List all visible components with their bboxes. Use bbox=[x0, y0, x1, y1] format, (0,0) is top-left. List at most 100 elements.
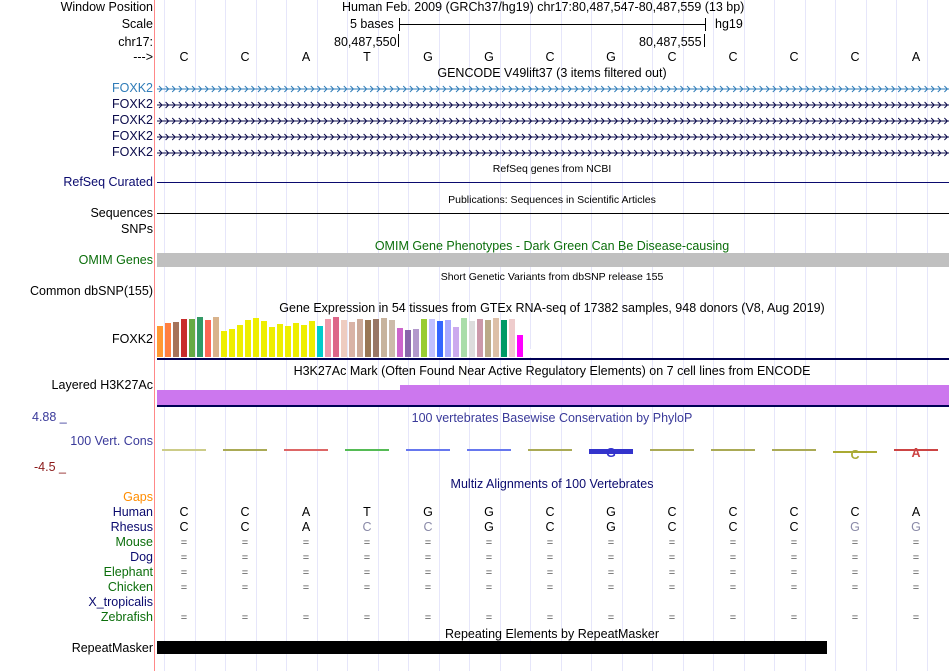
gtex-tissue-bar[interactable] bbox=[157, 326, 163, 357]
repeatmasker-track-title[interactable]: Repeating Elements by RepeatMasker bbox=[444, 627, 660, 641]
conservation-mark[interactable] bbox=[650, 449, 694, 451]
gtex-tissue-bar[interactable] bbox=[429, 319, 435, 357]
conservation-mark[interactable] bbox=[833, 451, 877, 453]
gtex-tissue-bar[interactable] bbox=[341, 320, 347, 357]
gtex-tissue-bar[interactable] bbox=[189, 319, 195, 357]
gencode-gene-label[interactable]: FOXK2 bbox=[112, 97, 153, 111]
publications-label[interactable]: Sequences bbox=[90, 206, 153, 220]
species-label[interactable]: X_tropicalis bbox=[88, 595, 153, 609]
gencode-gene-label[interactable]: FOXK2 bbox=[112, 81, 153, 95]
gencode-transcript[interactable] bbox=[157, 132, 949, 142]
species-label[interactable]: Human bbox=[112, 505, 153, 519]
h3k27ac-signal-high[interactable] bbox=[400, 385, 949, 406]
gencode-transcript[interactable] bbox=[157, 100, 949, 110]
gtex-tissue-bar[interactable] bbox=[205, 320, 211, 357]
gtex-track-title[interactable]: Gene Expression in 54 tissues from GTEx … bbox=[279, 301, 825, 315]
gtex-tissue-bar[interactable] bbox=[173, 322, 179, 357]
gencode-gene-label[interactable]: FOXK2 bbox=[112, 113, 153, 127]
gtex-tissue-bar[interactable] bbox=[293, 323, 299, 357]
gtex-expression-chart[interactable] bbox=[157, 317, 537, 357]
refseq-gene-line[interactable] bbox=[157, 182, 949, 183]
species-label[interactable]: Elephant bbox=[103, 565, 153, 579]
gtex-tissue-bar[interactable] bbox=[445, 320, 451, 357]
conservation-mark[interactable] bbox=[711, 449, 755, 451]
repeatmasker-label[interactable]: RepeatMasker bbox=[71, 641, 153, 655]
gtex-tissue-bar[interactable] bbox=[453, 327, 459, 357]
repeatmasker-element[interactable] bbox=[157, 641, 827, 654]
gtex-tissue-bar[interactable] bbox=[493, 318, 499, 357]
conservation-mark[interactable] bbox=[528, 449, 572, 451]
omim-track-title[interactable]: OMIM Gene Phenotypes - Dark Green Can Be… bbox=[374, 239, 730, 253]
gtex-tissue-bar[interactable] bbox=[181, 319, 187, 357]
conservation-mark[interactable] bbox=[162, 449, 206, 451]
conservation-mark[interactable] bbox=[467, 449, 511, 451]
gtex-tissue-bar[interactable] bbox=[405, 330, 411, 357]
gtex-tissue-bar[interactable] bbox=[437, 321, 443, 357]
gtex-tissue-bar[interactable] bbox=[421, 319, 427, 357]
gtex-tissue-bar[interactable] bbox=[277, 324, 283, 357]
dbsnp-label[interactable]: Common dbSNP(155) bbox=[30, 284, 153, 298]
gtex-tissue-bar[interactable] bbox=[517, 335, 523, 357]
conservation-mark[interactable] bbox=[894, 449, 938, 451]
gencode-gene-label[interactable]: FOXK2 bbox=[112, 129, 153, 143]
conservation-mark[interactable] bbox=[284, 449, 328, 451]
h3k27ac-label[interactable]: Layered H3K27Ac bbox=[51, 378, 153, 392]
conservation-mark[interactable] bbox=[772, 449, 816, 451]
gtex-tissue-bar[interactable] bbox=[213, 317, 219, 357]
gaps-label[interactable]: Gaps bbox=[123, 490, 153, 504]
gtex-tissue-bar[interactable] bbox=[261, 321, 267, 357]
gtex-tissue-bar[interactable] bbox=[525, 349, 531, 357]
gtex-tissue-bar[interactable] bbox=[325, 319, 331, 357]
gtex-tissue-bar[interactable] bbox=[285, 326, 291, 357]
gtex-tissue-bar[interactable] bbox=[301, 325, 307, 357]
h3k27ac-track-title[interactable]: H3K27Ac Mark (Often Found Near Active Re… bbox=[293, 364, 811, 378]
conservation-mark[interactable] bbox=[223, 449, 267, 451]
gencode-transcript[interactable] bbox=[157, 116, 949, 126]
gtex-tissue-bar[interactable] bbox=[317, 326, 323, 357]
species-label[interactable]: Rhesus bbox=[110, 520, 153, 534]
species-label[interactable]: Dog bbox=[130, 550, 153, 564]
gtex-tissue-bar[interactable] bbox=[365, 320, 371, 357]
gtex-tissue-bar[interactable] bbox=[253, 318, 259, 357]
multiz-track-title[interactable]: Multiz Alignments of 100 Vertebrates bbox=[450, 477, 654, 491]
gtex-tissue-bar[interactable] bbox=[165, 323, 171, 357]
gtex-tissue-bar[interactable] bbox=[229, 329, 235, 357]
omim-phenotype-bar[interactable] bbox=[157, 253, 949, 267]
gtex-tissue-bar[interactable] bbox=[381, 318, 387, 357]
species-label[interactable]: Zebrafish bbox=[100, 610, 153, 624]
gencode-transcript[interactable] bbox=[157, 84, 949, 94]
gtex-tissue-bar[interactable] bbox=[469, 321, 475, 357]
omim-label[interactable]: OMIM Genes bbox=[78, 253, 153, 267]
publications-track-title[interactable]: Publications: Sequences in Scientific Ar… bbox=[448, 194, 656, 206]
conservation-mark[interactable] bbox=[406, 449, 450, 451]
snps-label[interactable]: SNPs bbox=[121, 222, 153, 236]
species-label[interactable]: Mouse bbox=[115, 535, 153, 549]
publications-line[interactable] bbox=[157, 213, 949, 214]
dbsnp-track-title[interactable]: Short Genetic Variants from dbSNP releas… bbox=[440, 271, 664, 283]
gtex-tissue-bar[interactable] bbox=[197, 317, 203, 357]
refseq-label[interactable]: RefSeq Curated bbox=[63, 175, 153, 189]
gtex-tissue-bar[interactable] bbox=[413, 329, 419, 357]
conservation-mark[interactable] bbox=[345, 449, 389, 451]
conservation-label[interactable]: 100 Vert. Cons bbox=[70, 434, 153, 448]
gtex-tissue-bar[interactable] bbox=[461, 318, 467, 357]
gtex-tissue-bar[interactable] bbox=[389, 320, 395, 357]
gtex-tissue-bar[interactable] bbox=[237, 325, 243, 357]
gtex-tissue-bar[interactable] bbox=[397, 328, 403, 357]
gtex-gene-label[interactable]: FOXK2 bbox=[112, 332, 153, 346]
gtex-tissue-bar[interactable] bbox=[373, 319, 379, 357]
conservation-mark[interactable] bbox=[589, 449, 633, 454]
gtex-tissue-bar[interactable] bbox=[509, 319, 515, 357]
gencode-gene-label[interactable]: FOXK2 bbox=[112, 145, 153, 159]
gtex-tissue-bar[interactable] bbox=[309, 321, 315, 357]
gtex-tissue-bar[interactable] bbox=[221, 331, 227, 357]
gtex-tissue-bar[interactable] bbox=[485, 320, 491, 357]
gtex-tissue-bar[interactable] bbox=[245, 320, 251, 357]
gencode-track-title[interactable]: GENCODE V49lift37 (3 items filtered out) bbox=[437, 66, 667, 80]
gtex-tissue-bar[interactable] bbox=[333, 317, 339, 357]
gtex-tissue-bar[interactable] bbox=[357, 319, 363, 357]
h3k27ac-signal-low[interactable] bbox=[157, 390, 400, 406]
conservation-track-title[interactable]: 100 vertebrates Basewise Conservation by… bbox=[411, 411, 693, 425]
gtex-tissue-bar[interactable] bbox=[269, 327, 275, 357]
gtex-tissue-bar[interactable] bbox=[501, 320, 507, 357]
